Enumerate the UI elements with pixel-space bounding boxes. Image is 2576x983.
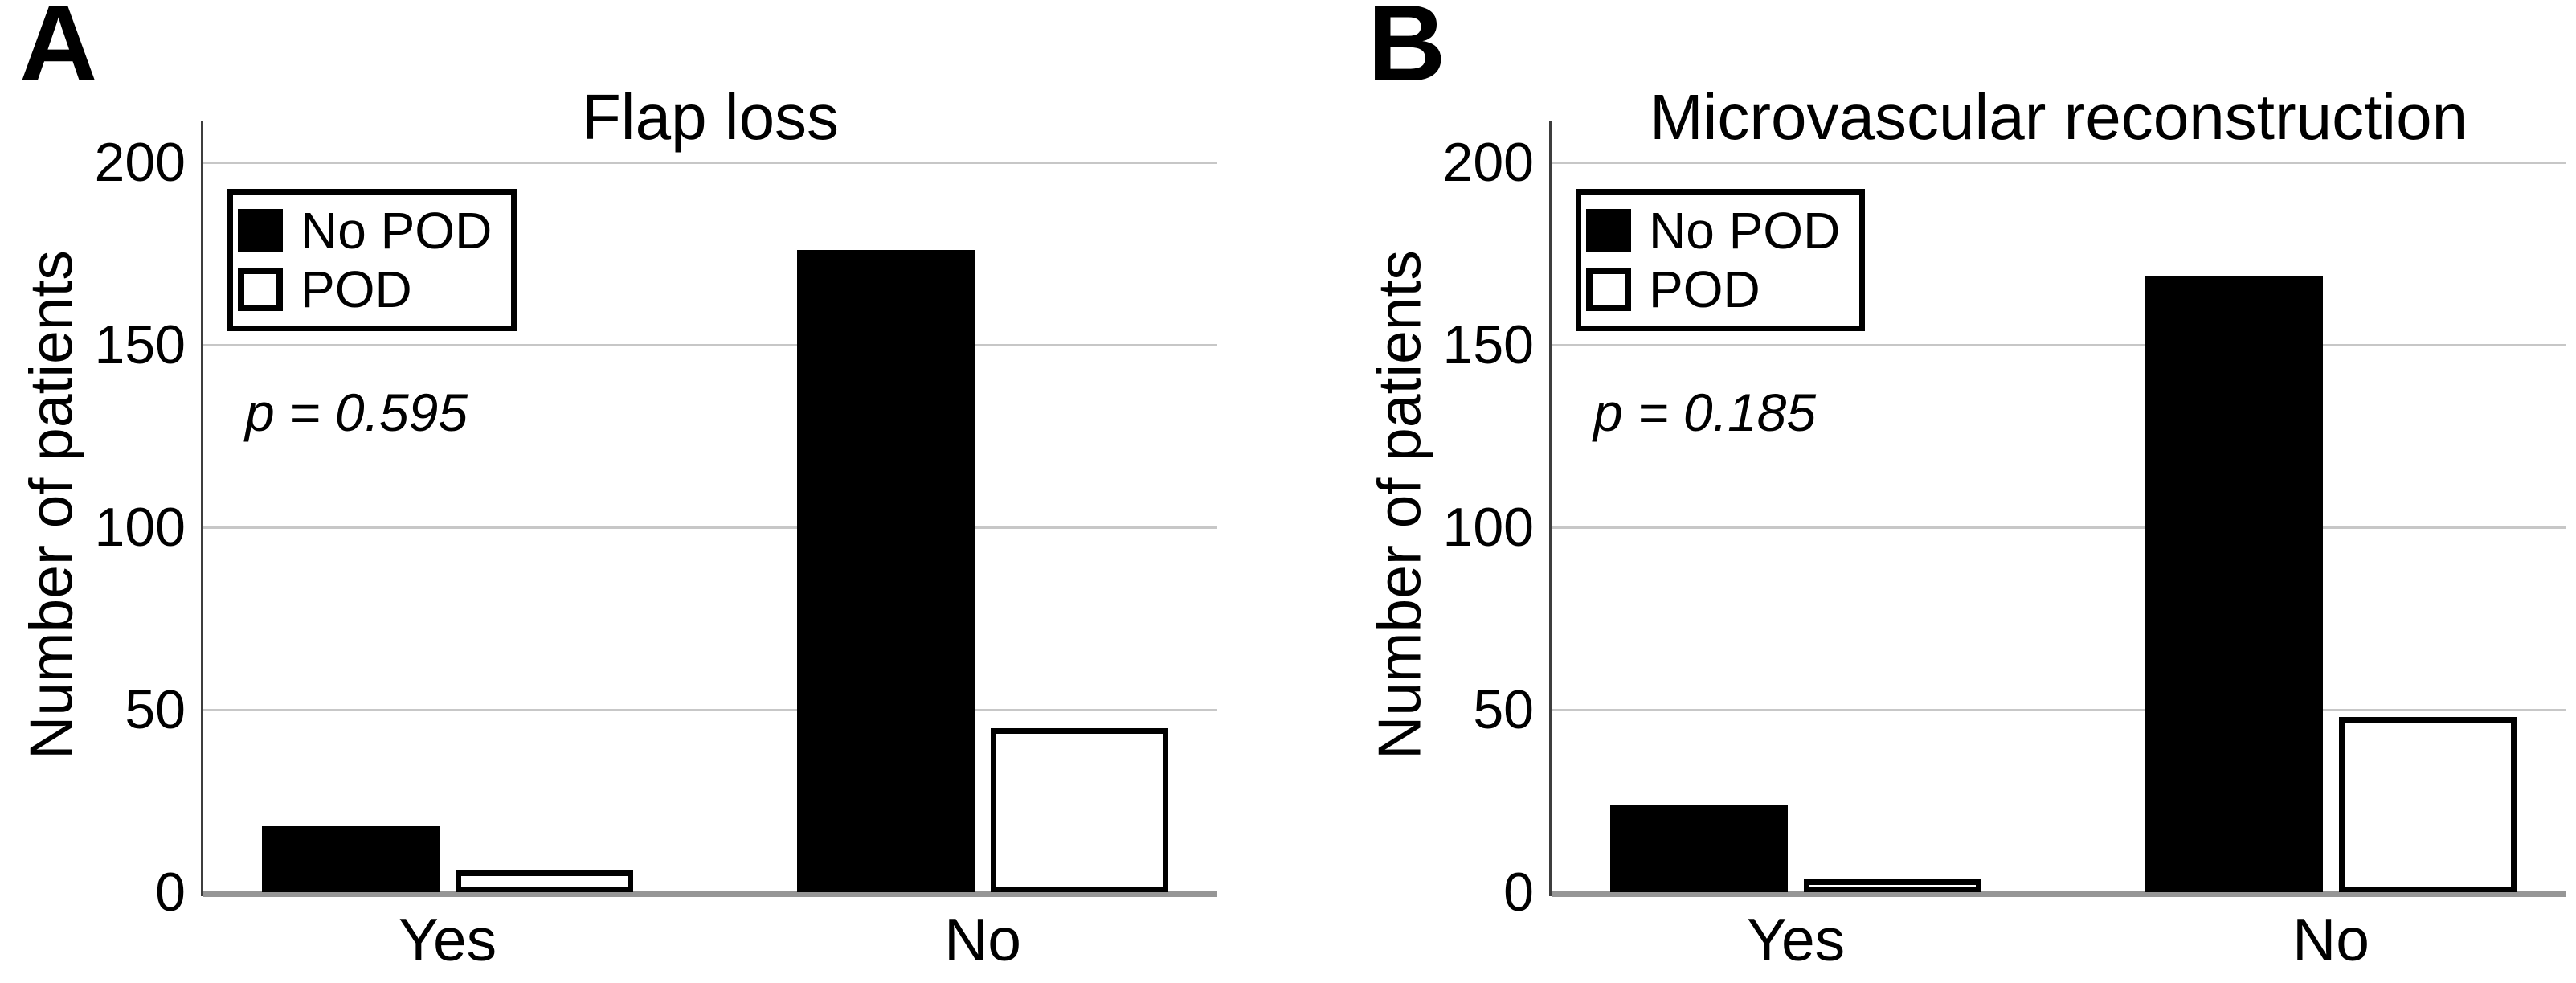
y-tick-label-50: 50 xyxy=(1473,679,1534,740)
x-axis-baseline xyxy=(1552,891,2566,897)
legend: No POD POD xyxy=(227,189,517,331)
legend-item-pod: POD xyxy=(1586,264,1854,315)
chart-title-flap-loss: Flap loss xyxy=(581,81,840,153)
gridline-100 xyxy=(1552,526,2566,529)
bar-no-pod-no xyxy=(2145,276,2323,892)
y-axis-line xyxy=(1549,121,1552,896)
y-axis-title: Number of patients xyxy=(1365,250,1433,760)
gridline-200 xyxy=(203,161,1217,164)
bar-no-pod-yes xyxy=(262,826,440,892)
y-tick-label-200: 200 xyxy=(94,132,186,193)
plot-area: No POD POD p = 0.185 0 50 100 150 200 Yes No xyxy=(1443,121,2566,970)
y-tick-label-150: 150 xyxy=(94,314,186,375)
y-tick-label-200: 200 xyxy=(1442,132,1534,193)
x-axis-baseline xyxy=(203,891,1217,897)
y-tick-label-0: 0 xyxy=(155,862,186,923)
y-axis-line xyxy=(201,121,203,896)
legend: No POD POD xyxy=(1576,189,1865,331)
bar-pod-yes xyxy=(456,870,633,892)
legend-label: POD xyxy=(301,260,412,318)
bar-pod-yes xyxy=(1804,879,1981,892)
p-value-annotation: p = 0.185 xyxy=(1593,383,1817,442)
y-tick-label-50: 50 xyxy=(125,679,186,740)
legend-item-no-pod: No POD xyxy=(238,205,506,256)
black-square-swatch-icon xyxy=(1586,209,1631,252)
legend-label: POD xyxy=(1649,260,1760,318)
y-tick-label-0: 0 xyxy=(1503,862,1534,923)
panel-a: A Flap loss Number of patients No POD PO… xyxy=(0,0,1228,983)
gridline-50 xyxy=(1552,708,2566,711)
gridline-50 xyxy=(203,708,1217,711)
legend-label: No POD xyxy=(301,202,493,260)
p-value-annotation: p = 0.595 xyxy=(245,383,468,442)
y-tick-label-150: 150 xyxy=(1442,314,1534,375)
panel-letter-a: A xyxy=(19,0,98,104)
x-tick-label-yes: Yes xyxy=(1746,906,1846,973)
plot-area: No POD POD p = 0.595 0 50 100 150 200 Yes No xyxy=(95,121,1217,970)
bar-no-pod-yes xyxy=(1610,805,1788,892)
x-tick-label-no: No xyxy=(2292,906,2370,973)
legend-label: No POD xyxy=(1649,202,1841,260)
gridline-200 xyxy=(1552,161,2566,164)
legend-item-no-pod: No POD xyxy=(1586,205,1854,256)
x-tick-label-yes: Yes xyxy=(398,906,497,973)
panel-b: B Microvascular reconstruction Number of… xyxy=(1348,0,2576,983)
bar-pod-no xyxy=(991,728,1168,892)
legend-item-pod: POD xyxy=(238,264,506,315)
bar-pod-no xyxy=(2339,717,2517,892)
y-tick-label-100: 100 xyxy=(94,497,186,558)
y-tick-label-100: 100 xyxy=(1442,497,1534,558)
x-tick-label-no: No xyxy=(944,906,1021,973)
panel-letter-b: B xyxy=(1368,0,1446,104)
gridline-150 xyxy=(1552,343,2566,346)
black-square-swatch-icon xyxy=(238,209,283,252)
chart-title-microvascular-reconstruction: Microvascular reconstruction xyxy=(1649,81,2468,153)
white-square-swatch-icon xyxy=(1586,268,1631,311)
gridline-150 xyxy=(203,343,1217,346)
gridline-100 xyxy=(203,526,1217,529)
white-square-swatch-icon xyxy=(238,268,283,311)
y-axis-title: Number of patients xyxy=(17,250,85,760)
bar-no-pod-no xyxy=(797,250,975,892)
